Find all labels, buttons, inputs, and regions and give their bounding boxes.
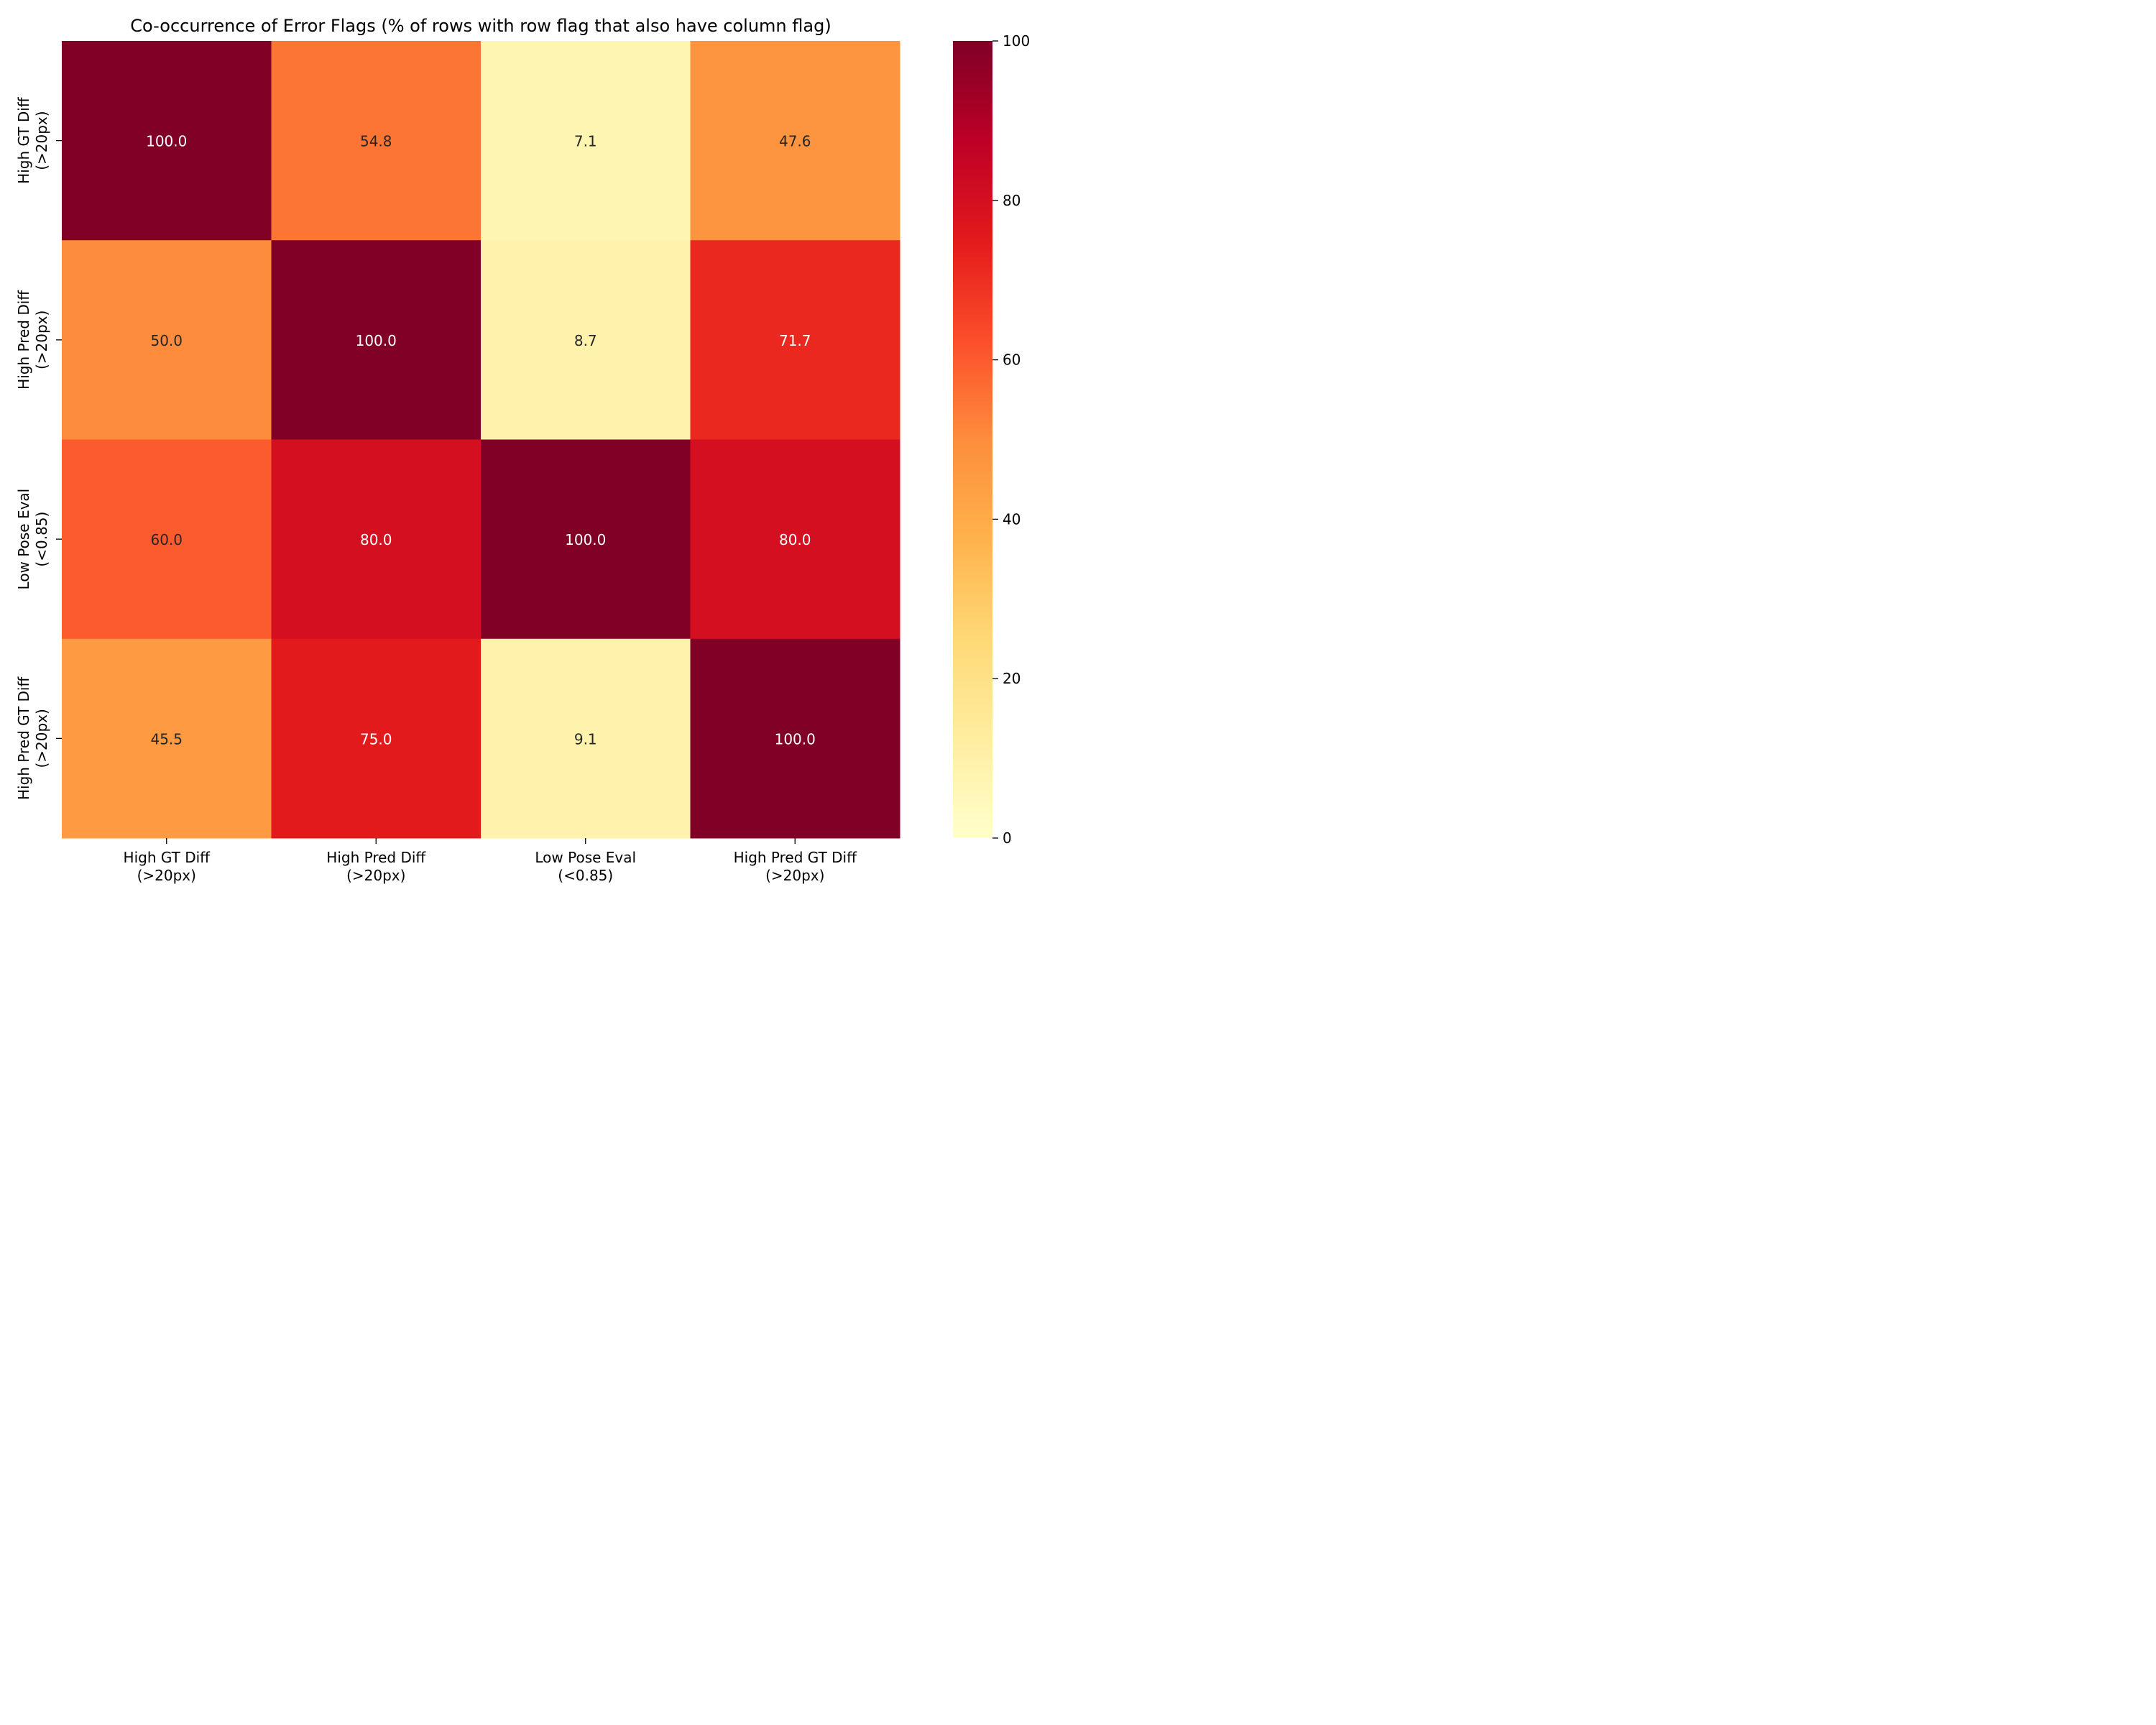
colorbar: 0 20 40 60 80 100	[953, 32, 1030, 847]
heatmap-cell-r3-c2	[481, 638, 691, 839]
x-tick-label: High Pred Diff	[326, 849, 426, 866]
cell-value-label: 100.0	[775, 730, 816, 748]
y-axis: High GT Diff (>20px)High Pred Diff (>20px)…	[15, 96, 62, 800]
y-tick-label: High GT Diff	[15, 96, 32, 184]
y-tick-label: Low Pose Eval	[15, 489, 32, 590]
colorbar-tick-label: 40	[1003, 510, 1021, 528]
heatmap-cell-r1-c0	[62, 240, 272, 440]
y-tick-label: High Pred GT Diff	[15, 676, 32, 800]
heatmap-cell-r3-c0	[62, 638, 272, 839]
cell-value-label: 54.8	[360, 133, 392, 150]
cell-value-label: 50.0	[150, 332, 183, 349]
colorbar-gradient	[953, 41, 992, 838]
x-axis: High GT Diff(>20px)High Pred Diff(>20px)…	[124, 838, 857, 884]
x-tick-label: Low Pose Eval	[535, 849, 636, 866]
x-tick-label: (<0.85)	[558, 867, 613, 884]
chart-title: Co-occurrence of Error Flags (% of rows …	[130, 16, 831, 36]
y-tick-label: (>20px)	[33, 310, 50, 369]
cell-value-label: 9.1	[574, 730, 597, 748]
heatmap-cell-r1-c3	[690, 240, 900, 440]
cell-value-label: 80.0	[779, 531, 811, 548]
heatmap-cell-r0-c0	[62, 41, 272, 241]
heatmap-cell-r2-c1	[271, 439, 482, 640]
y-tick-label: (<0.85)	[33, 512, 50, 567]
cell-value-label: 71.7	[779, 332, 811, 349]
cell-value-label: 100.0	[565, 531, 606, 548]
cell-value-label: 80.0	[360, 531, 392, 548]
y-tick-label: High Pred Diff	[15, 290, 32, 390]
heatmap-cell-labels: 100.0 54.8 7.1 47.6 50.0 100.0 8.7 71.7 60.0 80.0…	[146, 133, 816, 748]
cell-value-label: 75.0	[360, 730, 392, 748]
heatmap-cell-r2-c0	[62, 439, 272, 640]
heatmap-chart: Co-occurrence of Error Flags (% of rows …	[15, 16, 1030, 884]
x-tick-label: High GT Diff	[124, 849, 211, 866]
cell-value-label: 7.1	[574, 133, 597, 150]
heatmap-cell-r2-c3	[690, 439, 900, 640]
x-tick-label: (>20px)	[765, 867, 824, 884]
colorbar-tick-label: 0	[1003, 829, 1012, 847]
cell-value-label: 8.7	[574, 332, 597, 349]
cell-value-label: 60.0	[150, 531, 183, 548]
x-tick-label: High Pred GT Diff	[734, 849, 857, 866]
y-tick-label: (>20px)	[33, 709, 50, 768]
colorbar-tick-label: 20	[1003, 670, 1021, 687]
y-tick-label: (>20px)	[33, 111, 50, 170]
heatmap-cell-r1-c1	[271, 240, 482, 440]
cell-value-label: 45.5	[150, 730, 183, 748]
heatmap-cells	[62, 41, 900, 839]
heatmap-cell-r0-c1	[271, 41, 482, 241]
x-tick-label: (>20px)	[137, 867, 196, 884]
colorbar-tick-label: 100	[1003, 32, 1030, 50]
cell-value-label: 47.6	[779, 133, 811, 150]
chart-root: Co-occurrence of Error Flags (% of rows …	[0, 0, 1111, 889]
colorbar-tick-label: 80	[1003, 192, 1021, 209]
heatmap-cell-r1-c2	[481, 240, 691, 440]
colorbar-tick-label: 60	[1003, 351, 1021, 369]
x-tick-label: (>20px)	[346, 867, 405, 884]
heatmap-cell-r2-c2	[481, 439, 691, 640]
heatmap-cell-r0-c3	[690, 41, 900, 241]
heatmap-cell-r3-c1	[271, 638, 482, 839]
heatmap-cell-r3-c3	[690, 638, 900, 839]
heatmap-cell-r0-c2	[481, 41, 691, 241]
cell-value-label: 100.0	[356, 332, 397, 349]
cell-value-label: 100.0	[146, 133, 187, 150]
